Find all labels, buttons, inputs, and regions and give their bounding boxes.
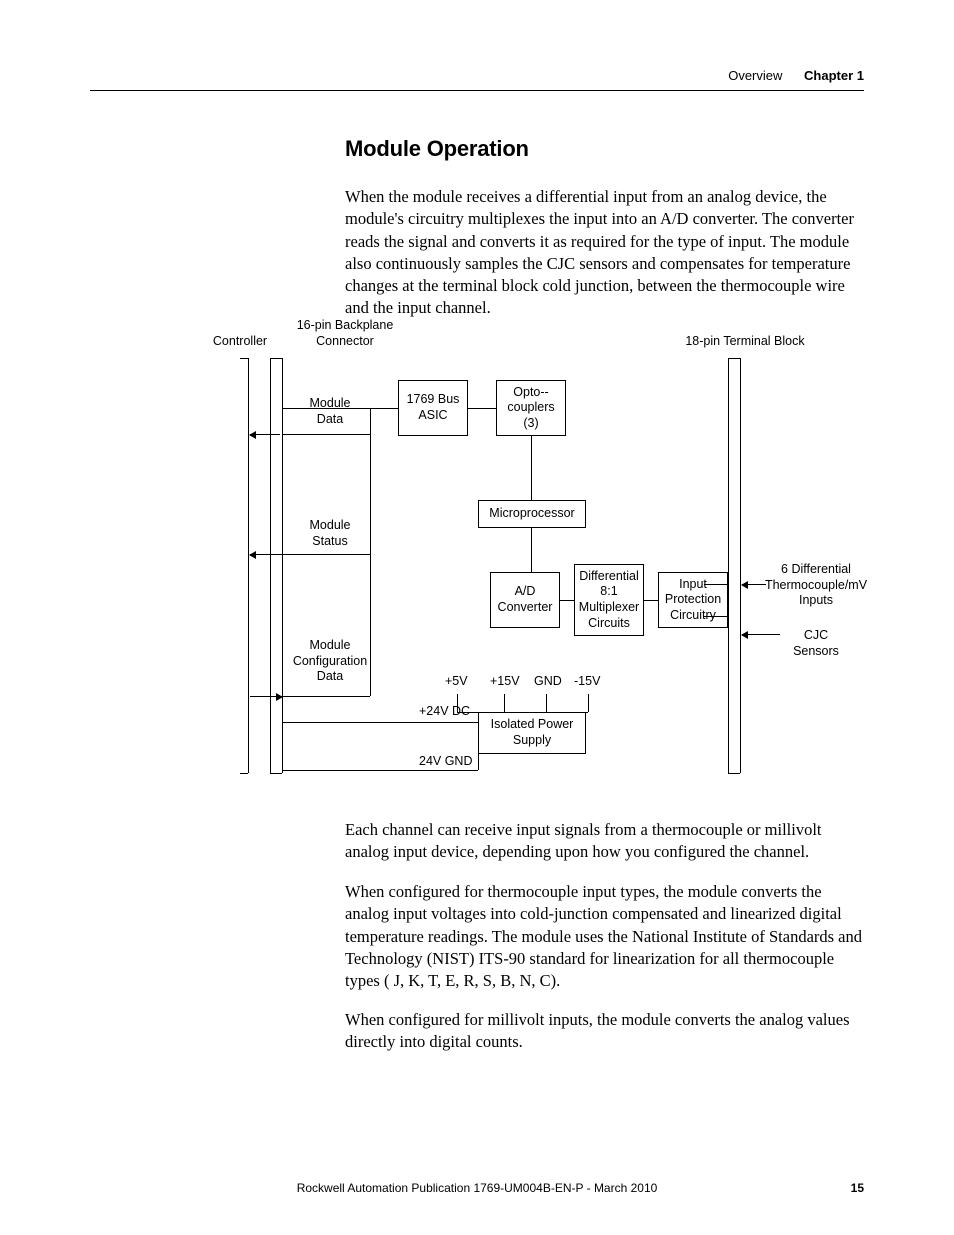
box-protect: Input Protection Circuitry — [658, 572, 728, 628]
label-module-status: Module Status — [310, 518, 351, 549]
page-number: 15 — [851, 1181, 864, 1195]
label-backplane: 16-pin Backplane Connector — [297, 318, 394, 349]
box-micro: Microprocessor — [478, 500, 586, 528]
label-5v: +5V — [445, 674, 468, 690]
label-module-data: Module Data — [310, 396, 351, 427]
page: Overview Chapter 1 Module Operation When… — [0, 0, 954, 1235]
running-header: Overview Chapter 1 — [728, 68, 864, 83]
box-power: Isolated Power Supply — [478, 712, 586, 754]
label-15vp: +15V — [490, 674, 520, 690]
label-controller: Controller — [213, 334, 267, 350]
paragraph-2: Each channel can receive input signals f… — [345, 819, 865, 864]
footer-text: Rockwell Automation Publication 1769-UM0… — [0, 1181, 954, 1195]
label-module-config: Module Configuration Data — [293, 638, 367, 685]
paragraph-4: When configured for millivolt inputs, th… — [345, 1009, 865, 1054]
paragraph-1: When the module receives a differential … — [345, 186, 865, 320]
block-diagram: Controller 16-pin Backplane Connector 18… — [90, 310, 880, 810]
label-15vn: -15V — [574, 674, 600, 690]
label-inputs: 6 Differential Thermocouple/mV Inputs — [765, 562, 867, 609]
header-chapter: Chapter 1 — [804, 68, 864, 83]
label-gnd: GND — [534, 674, 562, 690]
box-opto: Opto-- couplers (3) — [496, 380, 566, 436]
box-mux: Differential 8:1 Multiplexer Circuits — [574, 564, 644, 636]
label-cjc: CJC Sensors — [784, 628, 848, 659]
paragraph-3: When configured for thermocouple input t… — [345, 881, 865, 992]
label-terminal: 18-pin Terminal Block — [685, 334, 804, 350]
box-adconv: A/D Converter — [490, 572, 560, 628]
header-rule — [90, 90, 864, 91]
header-section: Overview — [728, 68, 782, 83]
label-24gnd: 24V GND — [419, 754, 473, 770]
box-bus-asic: 1769 Bus ASIC — [398, 380, 468, 436]
section-title: Module Operation — [345, 136, 529, 162]
